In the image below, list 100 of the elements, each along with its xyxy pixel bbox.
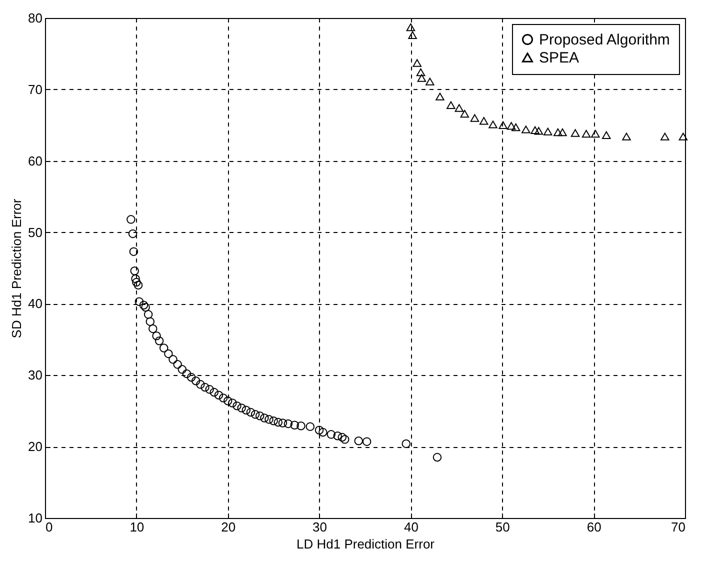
point xyxy=(269,416,278,426)
point xyxy=(154,336,164,346)
y-tick-label: 40 xyxy=(28,296,42,312)
point xyxy=(416,68,426,76)
point xyxy=(362,437,372,446)
x-tick-label: 0 xyxy=(46,520,53,534)
point xyxy=(408,31,417,39)
point xyxy=(132,278,141,287)
point xyxy=(306,422,315,431)
point xyxy=(186,372,196,382)
point xyxy=(660,132,670,140)
point xyxy=(417,74,426,82)
point xyxy=(164,349,173,358)
y-tick-label: 50 xyxy=(28,224,42,240)
point xyxy=(274,418,283,427)
point xyxy=(182,369,192,378)
point xyxy=(511,123,520,132)
point xyxy=(678,132,688,140)
point xyxy=(296,421,306,430)
point xyxy=(168,355,178,364)
point xyxy=(498,121,508,129)
point xyxy=(488,120,498,128)
point xyxy=(205,385,214,394)
point xyxy=(130,266,139,276)
point xyxy=(522,126,530,134)
x-tick-label: 10 xyxy=(130,520,144,534)
point xyxy=(260,414,269,422)
point xyxy=(242,406,251,415)
point xyxy=(622,132,631,140)
point xyxy=(141,302,150,312)
point xyxy=(152,331,161,340)
point xyxy=(602,131,611,139)
point xyxy=(534,127,544,135)
legend-label: SPEA xyxy=(539,50,580,66)
point xyxy=(460,110,470,118)
x-axis-title: LD Hd1 Prediction Error xyxy=(296,536,436,552)
point xyxy=(200,382,210,392)
point xyxy=(139,300,148,310)
x-tick-label: 50 xyxy=(495,520,510,534)
point xyxy=(128,229,138,238)
x-tick-label: 20 xyxy=(221,520,236,534)
point xyxy=(406,23,416,32)
point xyxy=(214,390,224,400)
y-tick-label: 80 xyxy=(28,10,42,26)
y-axis-title: SD Hd1 Prediction Error xyxy=(9,198,24,338)
point xyxy=(237,404,246,412)
point xyxy=(129,247,138,256)
point xyxy=(591,130,600,138)
y-tick-label: 70 xyxy=(28,82,42,97)
point xyxy=(290,420,299,430)
x-tick-label: 70 xyxy=(671,520,686,534)
point xyxy=(554,128,562,136)
point xyxy=(543,128,552,136)
point xyxy=(318,428,328,437)
point xyxy=(340,435,350,444)
point xyxy=(196,380,205,389)
legend-label: Proposed Algorithm xyxy=(539,32,670,48)
point xyxy=(210,388,219,397)
point xyxy=(246,408,256,417)
point xyxy=(173,360,182,369)
point xyxy=(159,344,168,352)
point xyxy=(146,317,155,326)
point xyxy=(314,426,324,435)
point xyxy=(255,411,264,420)
point xyxy=(232,401,242,410)
point xyxy=(218,394,228,402)
point xyxy=(446,101,456,109)
point xyxy=(479,117,488,125)
point xyxy=(338,432,347,442)
point xyxy=(402,439,411,448)
point xyxy=(264,415,274,424)
point xyxy=(412,59,422,67)
x-tick-label: 40 xyxy=(404,520,418,534)
x-tick-label: 30 xyxy=(312,520,328,534)
point xyxy=(333,431,342,440)
point xyxy=(191,376,200,386)
point xyxy=(223,396,232,406)
point xyxy=(126,215,136,224)
point xyxy=(354,436,363,446)
point xyxy=(570,129,580,137)
point xyxy=(178,365,187,374)
x-tick-label: 60 xyxy=(586,520,602,534)
point xyxy=(144,310,153,319)
point xyxy=(250,410,260,419)
point xyxy=(470,114,480,122)
point xyxy=(284,419,293,428)
point xyxy=(326,430,336,439)
point xyxy=(131,274,140,284)
point xyxy=(558,128,567,136)
y-tick-label: 30 xyxy=(28,368,42,383)
point xyxy=(148,324,158,334)
point xyxy=(134,297,144,306)
point xyxy=(228,398,237,408)
y-tick-label: 60 xyxy=(28,153,42,168)
point xyxy=(582,130,591,138)
point xyxy=(454,104,464,112)
point xyxy=(530,126,540,134)
point xyxy=(426,78,434,86)
point xyxy=(436,92,444,100)
point xyxy=(506,122,516,130)
